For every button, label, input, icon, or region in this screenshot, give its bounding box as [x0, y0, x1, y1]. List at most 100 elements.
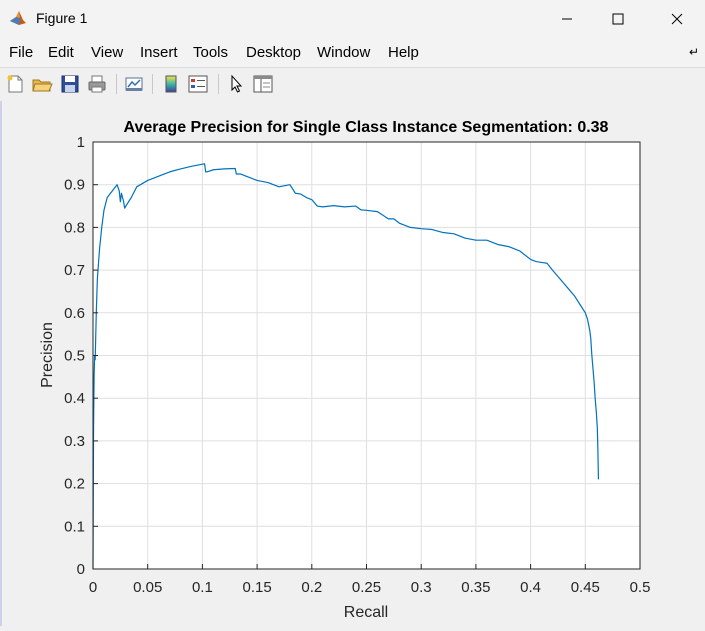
x-tick-label: 0.15 — [242, 579, 271, 596]
pr-curve-point — [541, 262, 542, 263]
pr-curve-point — [344, 206, 345, 207]
link-plot-icon[interactable] — [123, 73, 145, 95]
colorbar-icon[interactable] — [160, 73, 182, 95]
pr-curve-point — [103, 210, 104, 211]
window-title: Figure 1 — [36, 10, 88, 26]
x-tick-label: 0.45 — [571, 579, 600, 596]
pr-curve-point — [530, 259, 531, 260]
pr-curve-point — [120, 201, 121, 202]
y-axis-label: Precision — [39, 322, 56, 388]
menu-bar: File Edit View Insert Tools Desktop Wind… — [0, 37, 705, 67]
menu-help[interactable]: Help — [388, 44, 419, 61]
pr-curve-point — [322, 206, 323, 207]
pr-curve-point — [300, 193, 301, 194]
x-tick-label: 0.1 — [192, 579, 213, 596]
dock-figure-icon[interactable]: ↵ — [688, 45, 699, 59]
pr-curve-point — [593, 381, 594, 382]
pr-curve-point — [597, 449, 598, 450]
pr-curve-point — [101, 227, 102, 228]
close-button[interactable] — [654, 0, 700, 37]
pr-curve-point — [366, 210, 367, 211]
pr-curve-point — [587, 319, 588, 320]
y-tick-label: 1 — [77, 134, 85, 151]
pr-curve-point — [169, 171, 170, 172]
maximize-icon — [612, 13, 624, 24]
pr-curve-point — [432, 229, 433, 230]
pr-curve-point — [124, 208, 125, 209]
pr-curve-point — [568, 289, 569, 290]
pr-curve-point — [585, 312, 586, 313]
pr-curve-point — [519, 250, 520, 251]
pr-curve-point — [563, 282, 564, 283]
pr-curve-point — [110, 193, 111, 194]
pr-curve-point — [136, 186, 137, 187]
pr-curve-point — [99, 248, 100, 249]
property-editor-icon[interactable] — [252, 73, 274, 95]
pr-curve-point — [119, 191, 120, 192]
y-tick-label: 0.3 — [64, 433, 85, 450]
pr-curve-point — [267, 182, 268, 183]
menu-tools[interactable]: Tools — [193, 44, 229, 61]
legend-icon[interactable] — [187, 73, 209, 95]
pr-curve-point — [377, 211, 378, 212]
pr-curve-point — [213, 169, 214, 170]
save-icon[interactable] — [59, 73, 81, 95]
menu-file[interactable]: File — [9, 44, 34, 61]
pr-curve-point — [113, 188, 114, 189]
pr-curve-point — [147, 180, 148, 181]
pr-curve-point — [246, 176, 247, 177]
pr-curve-point — [204, 163, 205, 164]
x-tick-label: 0.5 — [630, 579, 651, 596]
menu-desktop[interactable]: Desktop — [246, 44, 302, 61]
x-tick-label: 0.35 — [461, 579, 490, 596]
pr-curve-point — [125, 205, 126, 206]
pr-curve-point — [121, 193, 122, 194]
pr-curve-point — [93, 376, 94, 377]
pr-curve-point — [205, 171, 206, 172]
pr-curve-line — [92, 163, 600, 570]
figure-toolbar — [0, 67, 705, 102]
menu-view[interactable]: View — [91, 44, 124, 61]
x-tick-label: 0.4 — [520, 579, 541, 596]
open-file-icon[interactable] — [31, 73, 53, 95]
y-tick-label: 0.5 — [64, 348, 85, 365]
pr-curve-point — [224, 168, 225, 169]
pr-curve-point — [486, 240, 487, 241]
pr-curve-point — [107, 197, 108, 198]
maximize-button[interactable] — [595, 0, 641, 37]
pr-curve-point — [497, 244, 498, 245]
y-tick-label: 0.4 — [64, 390, 85, 407]
menu-insert[interactable]: Insert — [140, 44, 178, 61]
pr-curve-point — [278, 186, 279, 187]
print-icon[interactable] — [86, 73, 108, 95]
minimize-button[interactable] — [544, 0, 590, 37]
pr-curve-point — [240, 173, 241, 174]
pr-curve-point — [591, 355, 592, 356]
pr-curve-point — [236, 173, 237, 174]
pr-curve-point — [574, 295, 575, 296]
pr-curve-point — [311, 199, 312, 200]
pr-curve-point — [410, 227, 411, 228]
pr-curve-point — [257, 180, 258, 181]
pr-curve-point — [592, 368, 593, 369]
pr-curve-point — [595, 398, 596, 399]
pr-curve-point — [552, 270, 553, 271]
menu-edit[interactable]: Edit — [48, 44, 74, 61]
new-figure-icon[interactable] — [4, 73, 26, 95]
pr-curve-point — [590, 338, 591, 339]
pr-curve-point — [475, 240, 476, 241]
pointer-icon[interactable] — [225, 73, 247, 95]
pr-curve-point — [535, 261, 536, 262]
x-tick-label: 0.25 — [352, 579, 381, 596]
pr-curve-point — [289, 184, 290, 185]
pr-curve-point — [399, 223, 400, 224]
pr-curve-point — [131, 197, 132, 198]
x-tick-label: 0 — [89, 579, 97, 596]
pr-curve-point — [453, 233, 454, 234]
x-tick-label: 0.05 — [133, 579, 162, 596]
close-icon — [671, 13, 683, 24]
pr-curve-point — [97, 278, 98, 279]
toolbar-separator — [152, 74, 153, 94]
menu-window[interactable]: Window — [317, 44, 371, 61]
pr-curve-point — [158, 176, 159, 177]
